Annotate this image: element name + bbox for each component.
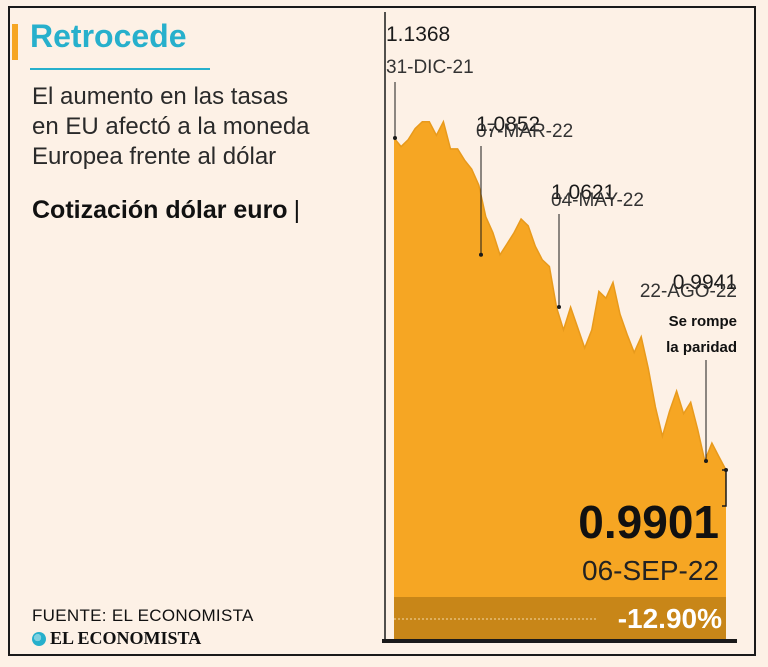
subtitle-line-1: El aumento en las tasas [32,83,289,110]
subtitle-line-2: en EU afectó a la moneda [32,113,310,140]
chart-title: Cotización dólar euro | [32,196,300,225]
logo-text: EL ECONOMISTA [50,628,202,648]
subtitle-line-3: Europea frente al dólar [32,143,277,170]
series-line [393,119,727,471]
annotation-note-line-2: la paridad [666,339,737,356]
title-accent-bar [12,24,18,60]
annotation-date-2: 07-MAR-22 [476,121,573,142]
source-credit: FUENTE: EL ECONOMISTA [32,606,254,625]
annotation-value-3: 1.0621 [551,181,615,204]
percent-change: -12.90% [618,603,722,634]
page-title: Retrocede [30,18,187,54]
annotation-dot-2 [479,252,483,257]
annotation-date-1: 31-DIC-21 [386,57,474,78]
annotation-value-4: 0.9941 [673,271,737,294]
annotation-date-3: 04-MAY-22 [551,190,644,211]
annotation-value-2: 1.0852 [476,113,540,136]
chart-title-pipe: | [293,196,301,224]
publisher-logo: EL ECONOMISTA [32,628,201,649]
final-value: 0.9901 [578,496,719,548]
final-date: 06-SEP-22 [582,555,719,586]
title-underline [30,68,210,70]
annotation-value-1: 1.1368 [386,23,450,46]
annotation-dot-1 [393,136,397,140]
annotation-note-line-1: Se rompe [669,313,737,330]
subtitle: El aumento en las tasas en EU afectó a l… [32,82,362,172]
logo-globe-icon [32,631,46,646]
series-area [394,121,726,640]
annotation-dot-4 [704,458,708,463]
final-bracket [722,469,727,507]
annotation-dot-3 [557,305,561,310]
annotation-date-4: 22-AGO-22 [640,281,737,302]
chart-title-text: Cotización dólar euro [32,196,288,224]
